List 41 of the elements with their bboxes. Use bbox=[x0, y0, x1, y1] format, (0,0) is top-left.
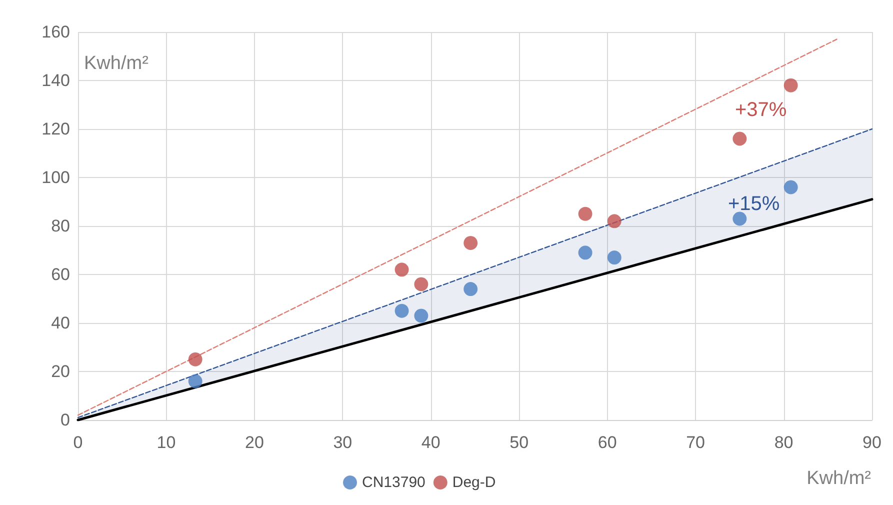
x-tick-label: 60 bbox=[598, 433, 617, 452]
y-tick-label: 40 bbox=[51, 314, 70, 332]
point bbox=[394, 262, 409, 277]
x-tick-label: 40 bbox=[421, 433, 440, 452]
point bbox=[784, 180, 798, 194]
point bbox=[464, 282, 478, 296]
point bbox=[464, 236, 478, 250]
point bbox=[784, 78, 798, 92]
x-tick-label: 80 bbox=[774, 433, 794, 452]
legend-label: Deg-D bbox=[452, 474, 496, 491]
annotation: +37% bbox=[735, 99, 787, 121]
x-tick-label: 0 bbox=[73, 433, 83, 452]
y-tick-label: 20 bbox=[51, 362, 70, 381]
point bbox=[607, 214, 622, 228]
legend-label: CN13790 bbox=[362, 474, 426, 491]
point bbox=[414, 277, 428, 292]
annotation: +15% bbox=[728, 193, 780, 215]
x-tick-label: 20 bbox=[244, 433, 264, 452]
x-tick-label: 10 bbox=[156, 433, 176, 452]
x-tick-label: 90 bbox=[862, 433, 882, 452]
point bbox=[188, 374, 202, 388]
y-tick-label: 140 bbox=[42, 71, 70, 90]
point bbox=[607, 250, 622, 265]
point bbox=[414, 308, 428, 323]
y-tick-label: 100 bbox=[42, 168, 70, 187]
x-tick-label: 70 bbox=[686, 433, 706, 452]
y-tick-label: 160 bbox=[42, 22, 70, 42]
y-tick-label: 120 bbox=[42, 120, 70, 138]
point bbox=[732, 212, 747, 226]
y-tick-label: 80 bbox=[51, 216, 70, 236]
x-tick-label: 30 bbox=[333, 433, 352, 452]
point bbox=[394, 304, 409, 318]
y-tick-label: 0 bbox=[60, 410, 70, 430]
point bbox=[578, 206, 592, 221]
y-axis-title: Kwh/m² bbox=[84, 53, 148, 74]
point bbox=[578, 246, 592, 260]
point bbox=[188, 352, 202, 366]
x-axis-title: Kwh/m² bbox=[806, 468, 872, 489]
x-tick-label: 50 bbox=[510, 433, 529, 452]
point bbox=[732, 132, 747, 146]
y-tick-label: 60 bbox=[51, 265, 70, 284]
